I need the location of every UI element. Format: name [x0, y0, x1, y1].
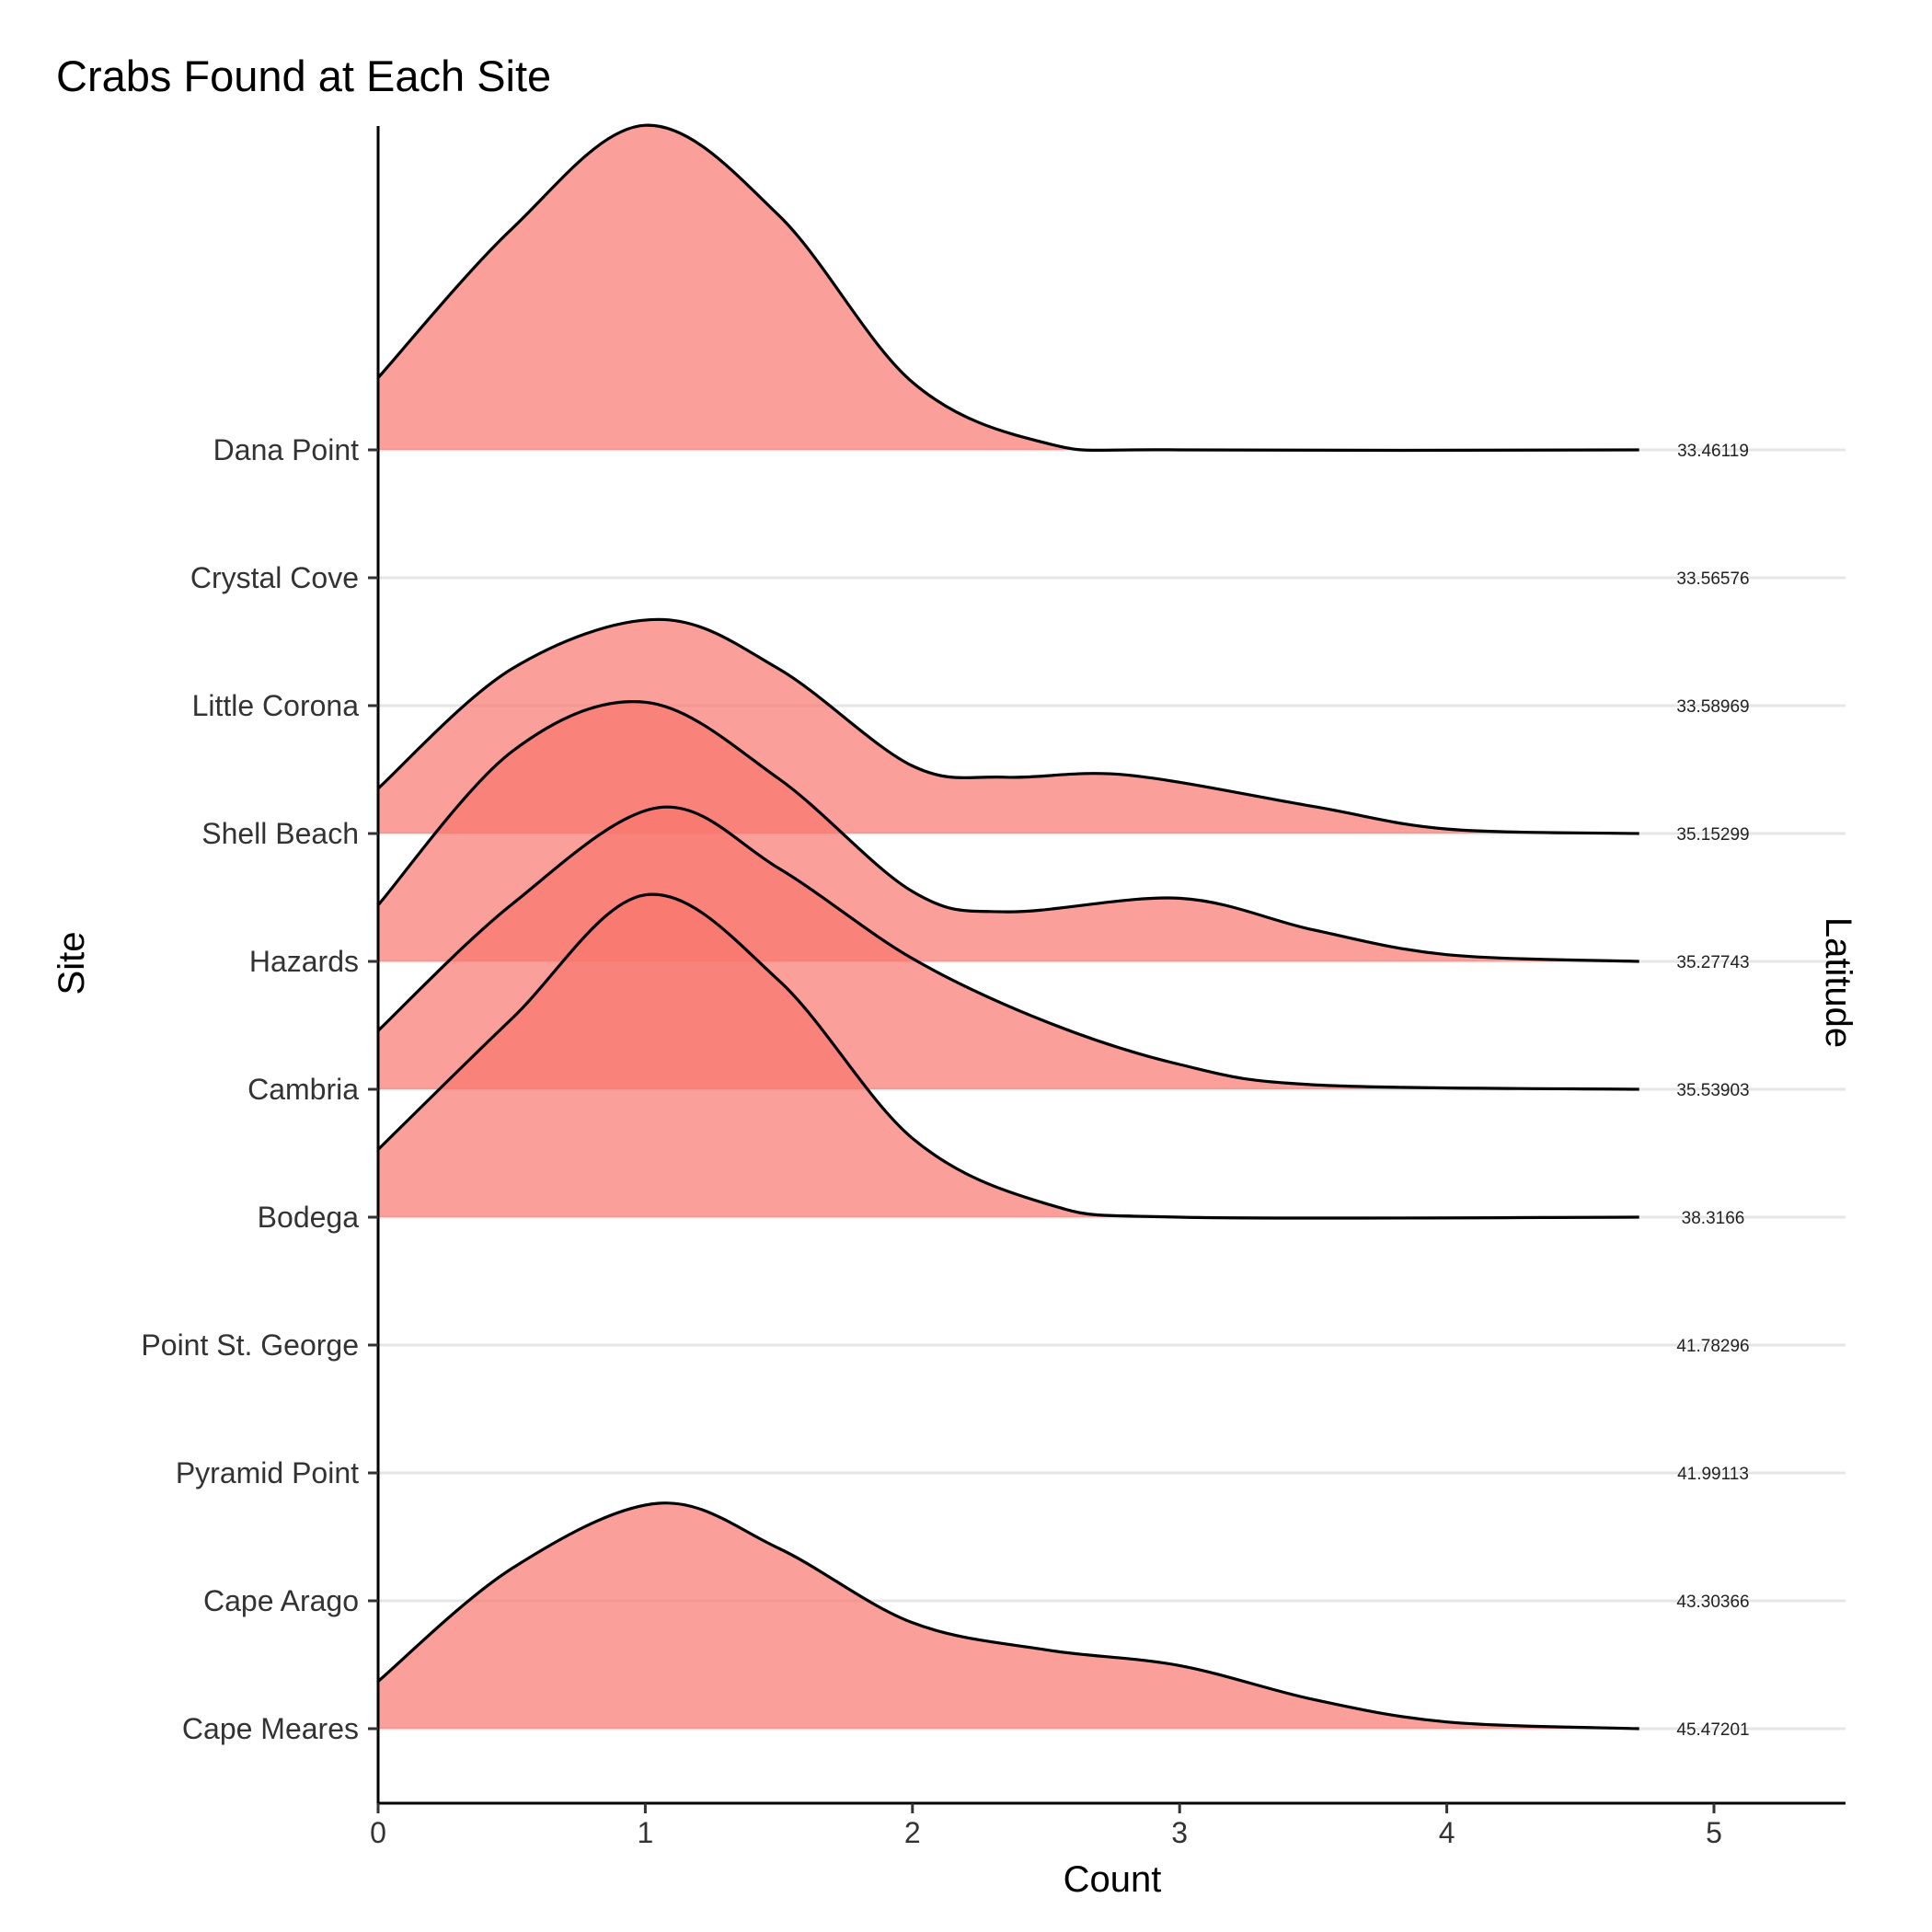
- latitude-label: 33.56576: [1676, 569, 1749, 589]
- y-axis-title: Site: [52, 932, 92, 995]
- chart-title: Crabs Found at Each Site: [56, 52, 551, 100]
- ridge-outline-6: [376, 700, 1639, 963]
- y-axis-ticks: Cape Meares Cape Arago Pyramid Point Point …: [141, 433, 378, 1745]
- y-tick-label: Cambria: [247, 1073, 359, 1106]
- x-tick-label: 0: [370, 1816, 386, 1849]
- x-axis-ticks: 0 1 2 3 4 5: [370, 1803, 1722, 1849]
- latitude-labels: 45.47201 43.30366 41.99113 41.78296 38.3166 3…: [1676, 442, 1749, 1740]
- y-tick-label: Point St. George: [141, 1328, 359, 1362]
- latitude-label: 41.99113: [1677, 1465, 1749, 1484]
- latitude-label: 33.58969: [1676, 697, 1749, 717]
- ridge-fill-0: [378, 1502, 1639, 1729]
- ridge-outline-5: [376, 805, 1639, 1091]
- ridge-fill-10: [378, 125, 1639, 451]
- latitude-label: 35.27743: [1676, 953, 1749, 972]
- ridge-outline-7: [376, 617, 1639, 835]
- y-tick-label: Pyramid Point: [176, 1456, 359, 1489]
- ridge-outline-10: [376, 123, 1639, 453]
- latitude-label: 41.78296: [1676, 1337, 1749, 1356]
- latitude-label: 33.46119: [1677, 442, 1749, 461]
- y-tick-label: Cape Meares: [182, 1712, 359, 1745]
- y-tick-label: Dana Point: [213, 433, 359, 466]
- latitude-label: 35.15299: [1676, 825, 1749, 845]
- y-tick-label: Bodega: [258, 1201, 360, 1234]
- secondary-axis-title: Latitude: [1818, 917, 1858, 1048]
- x-tick-label: 5: [1706, 1816, 1722, 1849]
- y-tick-label: Little Corona: [192, 689, 360, 722]
- x-tick-label: 3: [1171, 1816, 1188, 1849]
- x-tick-label: 2: [904, 1816, 921, 1849]
- y-tick-label: Cape Arago: [203, 1584, 359, 1617]
- latitude-label: 35.53903: [1676, 1081, 1749, 1100]
- ridge-outline-0: [376, 1501, 1639, 1731]
- x-axis-title: Count: [1064, 1859, 1162, 1900]
- x-tick-label: 4: [1439, 1816, 1455, 1849]
- ridges: [376, 123, 1639, 1731]
- latitude-label: 45.47201: [1676, 1720, 1749, 1740]
- y-tick-label: Hazards: [249, 945, 359, 978]
- latitude-label: 38.3166: [1682, 1209, 1745, 1228]
- latitude-label: 43.30366: [1676, 1593, 1749, 1612]
- ridge-fill-4: [378, 894, 1639, 1219]
- x-tick-label: 1: [638, 1816, 654, 1849]
- y-tick-label: Shell Beach: [201, 817, 359, 850]
- ridge-outline-4: [376, 892, 1639, 1220]
- y-tick-label: Crystal Cove: [190, 561, 359, 594]
